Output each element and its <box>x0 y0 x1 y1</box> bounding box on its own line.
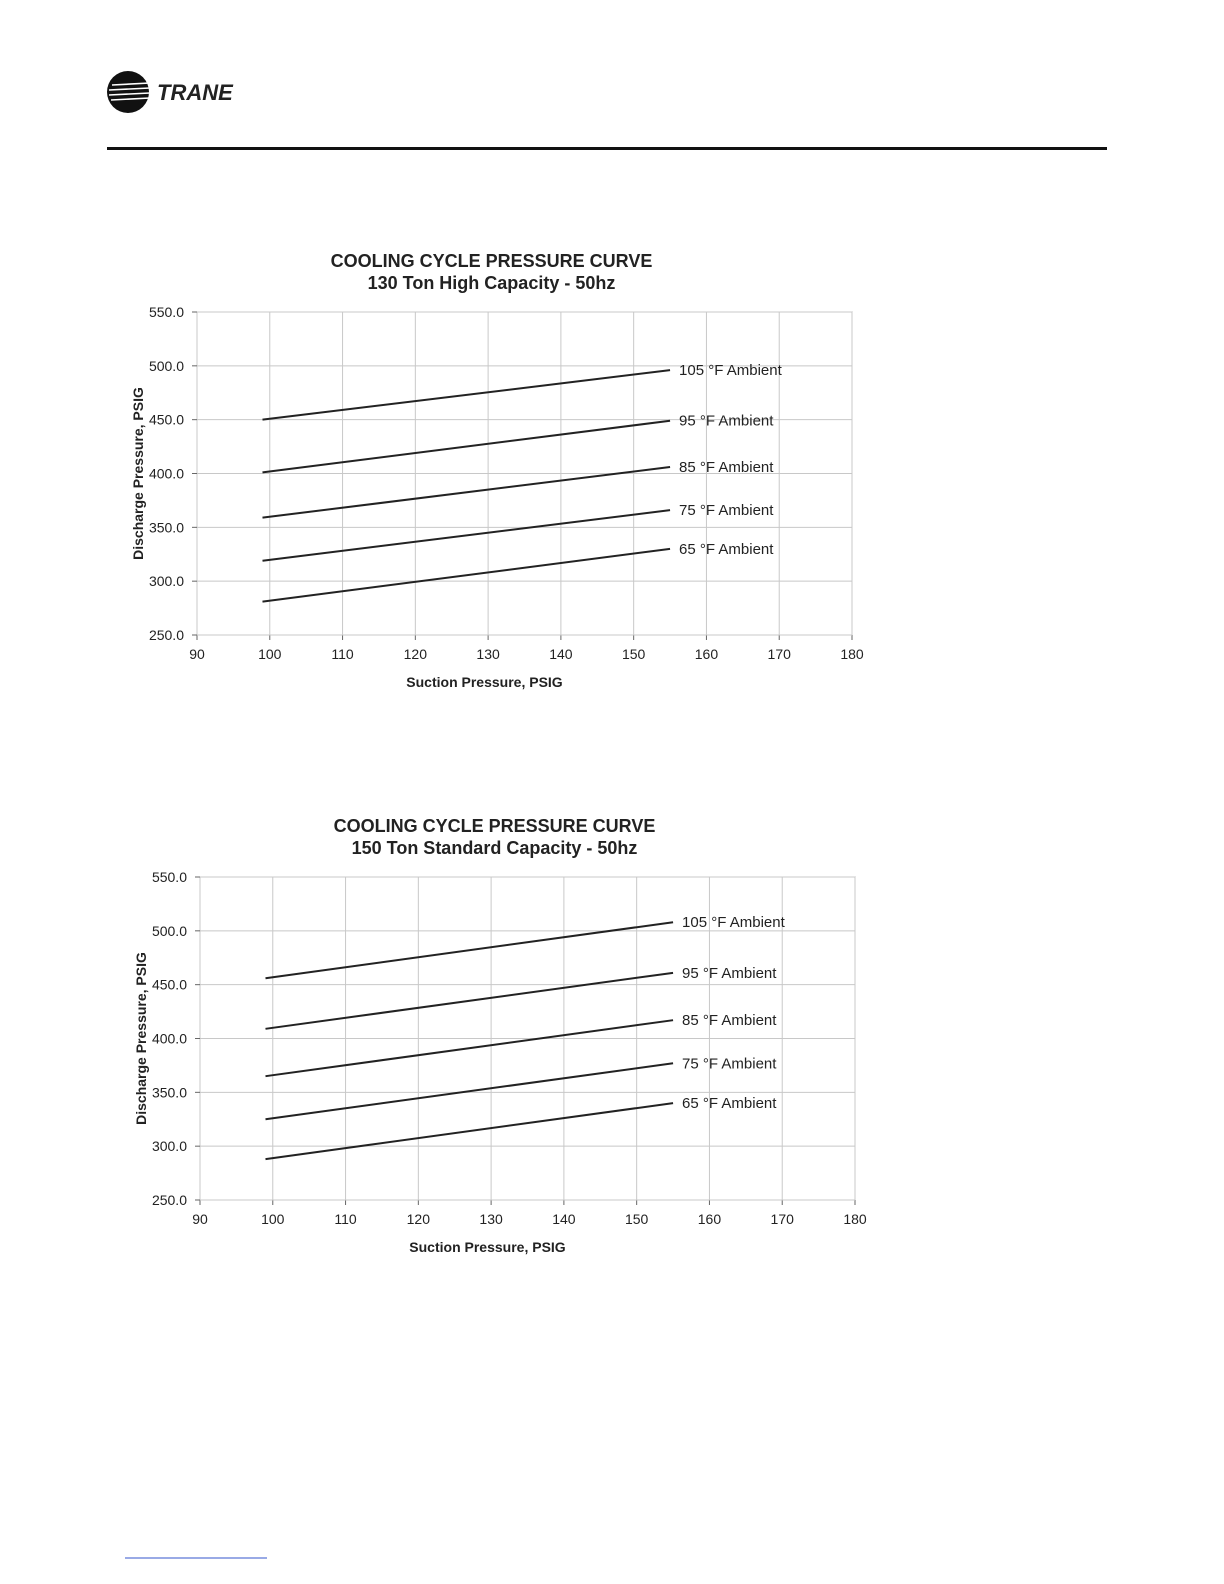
y-tick-label: 250.0 <box>152 1192 187 1208</box>
series-label: 75 °F Ambient <box>682 1055 777 1072</box>
x-tick-label: 140 <box>552 1211 576 1227</box>
x-tick-label: 150 <box>622 646 646 662</box>
logo-text: TRANE <box>157 80 234 105</box>
x-axis-label: Suction Pressure, PSIG <box>409 1239 565 1255</box>
x-tick-label: 110 <box>334 1211 357 1227</box>
series-label: 95 °F Ambient <box>682 965 777 982</box>
x-tick-label: 90 <box>189 646 205 662</box>
x-axis-label: Suction Pressure, PSIG <box>406 674 562 690</box>
x-tick-label: 170 <box>768 646 792 662</box>
series-line <box>262 466 671 519</box>
chart-title: COOLING CYCLE PRESSURE CURVE <box>334 816 656 836</box>
series-label: 85 °F Ambient <box>682 1012 777 1029</box>
x-tick-label: 110 <box>331 646 354 662</box>
series-line <box>265 1062 674 1121</box>
x-tick-label: 160 <box>698 1211 722 1227</box>
x-tick-label: 90 <box>192 1211 208 1227</box>
y-tick-label: 550.0 <box>149 304 184 320</box>
x-tick-label: 130 <box>476 646 500 662</box>
x-tick-label: 100 <box>258 646 282 662</box>
x-tick-label: 180 <box>840 646 864 662</box>
chart-subtitle: 150 Ton Standard Capacity - 50hz <box>352 838 638 858</box>
series-label: 65 °F Ambient <box>682 1095 777 1112</box>
x-tick-label: 130 <box>479 1211 503 1227</box>
chart-title: COOLING CYCLE PRESSURE CURVE <box>331 251 653 271</box>
series-line <box>262 509 671 562</box>
x-tick-label: 100 <box>261 1211 285 1227</box>
series-label: 95 °F Ambient <box>679 413 774 430</box>
series-line <box>265 1019 674 1078</box>
x-tick-label: 160 <box>695 646 719 662</box>
y-tick-label: 450.0 <box>152 977 187 993</box>
y-axis-label: Discharge Pressure, PSIG <box>133 952 149 1125</box>
y-tick-label: 500.0 <box>152 923 187 939</box>
series-line <box>265 1102 674 1161</box>
y-tick-label: 450.0 <box>149 412 184 428</box>
y-tick-label: 250.0 <box>149 627 184 643</box>
x-tick-label: 140 <box>549 646 573 662</box>
y-tick-label: 350.0 <box>152 1084 187 1100</box>
y-tick-label: 500.0 <box>149 358 184 374</box>
y-tick-label: 400.0 <box>152 1031 187 1047</box>
series-line <box>265 921 674 980</box>
series-label: 65 °F Ambient <box>679 541 774 558</box>
y-tick-label: 400.0 <box>149 466 184 482</box>
series-label: 105 °F Ambient <box>679 362 783 379</box>
series-line <box>265 971 674 1030</box>
series-label: 105 °F Ambient <box>682 914 786 931</box>
x-tick-label: 120 <box>404 646 428 662</box>
series-line <box>262 547 671 603</box>
chart-subtitle: 130 Ton High Capacity - 50hz <box>368 273 616 293</box>
x-tick-label: 120 <box>407 1211 431 1227</box>
x-tick-label: 150 <box>625 1211 649 1227</box>
y-tick-label: 350.0 <box>149 519 184 535</box>
y-axis-label: Discharge Pressure, PSIG <box>130 387 146 560</box>
y-tick-label: 550.0 <box>152 869 187 885</box>
series-line <box>262 419 671 474</box>
y-tick-label: 300.0 <box>149 573 184 589</box>
series-label: 75 °F Ambient <box>679 502 774 519</box>
logo-stripes <box>108 82 151 101</box>
series-label: 85 °F Ambient <box>679 459 774 476</box>
series-line <box>262 369 671 421</box>
y-tick-label: 300.0 <box>152 1138 187 1154</box>
x-tick-label: 180 <box>843 1211 867 1227</box>
logo: TRANE <box>107 71 234 113</box>
x-tick-label: 170 <box>771 1211 795 1227</box>
logo-mark <box>107 71 149 113</box>
